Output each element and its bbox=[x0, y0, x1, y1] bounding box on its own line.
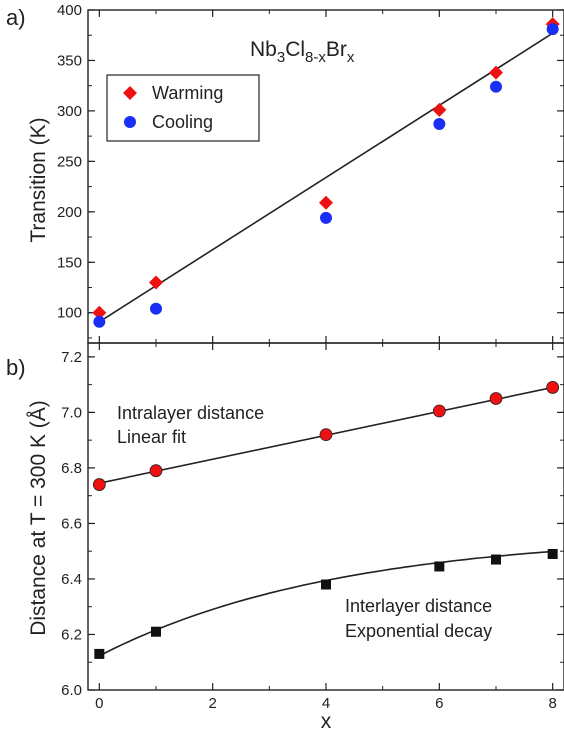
cooling-point bbox=[93, 315, 106, 328]
warming-point bbox=[92, 305, 107, 320]
x-tick-label: 2 bbox=[208, 695, 216, 712]
cooling-point bbox=[320, 211, 332, 224]
interlayer-point bbox=[434, 561, 445, 572]
interlayer-point bbox=[151, 626, 161, 637]
legend-frame bbox=[106, 74, 260, 142]
interlayer-label-line2: Exponential decay bbox=[345, 621, 492, 641]
formula-annotation: Nb3Cl8-xBrx bbox=[250, 38, 355, 66]
x-tick-label: 0 bbox=[95, 695, 103, 712]
panel-b-y-tick-label: 6.0 bbox=[61, 682, 82, 699]
panel-b-y-tick-label: 6.2 bbox=[61, 626, 82, 643]
panel-b-y-tick-label: 6.6 bbox=[61, 515, 82, 532]
cooling-point bbox=[546, 23, 559, 36]
panel-a-y-tick-label: 150 bbox=[57, 254, 82, 271]
cooling-point bbox=[433, 118, 446, 131]
x-tick-label: 6 bbox=[435, 695, 443, 712]
panel-a-y-tick-label: 100 bbox=[57, 305, 82, 322]
intralayer-point bbox=[546, 381, 560, 394]
panel-b-y-tick-label: 6.4 bbox=[61, 571, 82, 588]
linear-fit-line bbox=[98, 32, 554, 323]
legend: Warming Cooling bbox=[106, 74, 260, 142]
panel-b-label: b) bbox=[6, 355, 26, 380]
warming-point bbox=[432, 102, 447, 117]
panel-b-y-axis-title: Distance at T = 300 K (Å) bbox=[27, 400, 50, 636]
warming-point bbox=[489, 65, 503, 80]
interlayer-label-line1: Interlayer distance bbox=[345, 596, 492, 616]
intralayer-point bbox=[489, 392, 503, 405]
intralayer-point bbox=[319, 428, 333, 442]
panel-a-y-tick-label: 400 bbox=[57, 2, 82, 19]
panel-a-y-tick-label: 250 bbox=[57, 153, 82, 170]
legend-cooling-marker bbox=[124, 116, 136, 128]
warming-point bbox=[319, 195, 333, 210]
cooling-point bbox=[150, 302, 162, 315]
panel-a-y-tick-label: 350 bbox=[57, 52, 82, 69]
x-tick-label: 4 bbox=[322, 695, 330, 712]
legend-cooling-label: Cooling bbox=[152, 112, 213, 132]
panel-a-y-axis-title: Transition (K) bbox=[27, 117, 50, 242]
cooling-point bbox=[490, 80, 502, 93]
panel-a-y-tick-label: 300 bbox=[57, 103, 82, 120]
x-axis-title: x bbox=[321, 710, 332, 733]
interlayer-point bbox=[94, 648, 105, 659]
panel-b-y-tick-label: 6.8 bbox=[61, 460, 82, 477]
panel-a-label: a) bbox=[6, 5, 26, 30]
intralayer-label-line2: Linear fit bbox=[117, 427, 186, 447]
legend-warming-label: Warming bbox=[152, 83, 223, 103]
panel-b-y-tick-label: 7.2 bbox=[61, 349, 82, 366]
intralayer-label-line1: Intralayer distance bbox=[117, 403, 264, 423]
panel-b-y-tick-label: 7.0 bbox=[61, 404, 82, 421]
intralayer-point bbox=[432, 404, 446, 418]
interlayer-point bbox=[321, 579, 331, 590]
interlayer-point bbox=[547, 548, 558, 559]
intralayer-point bbox=[92, 478, 106, 491]
panel-a-y-tick-label: 200 bbox=[57, 204, 82, 221]
plot-layer: 100 150 200 250 300 350 400 6.0 6.2 6.4 6.6 6.8 7.0 7… bbox=[57, 2, 564, 712]
warming-point bbox=[149, 275, 163, 290]
legend-warming-marker bbox=[123, 86, 137, 100]
intralayer-point bbox=[149, 464, 163, 478]
interlayer-point bbox=[491, 554, 501, 565]
x-tick-label: 8 bbox=[548, 695, 556, 712]
